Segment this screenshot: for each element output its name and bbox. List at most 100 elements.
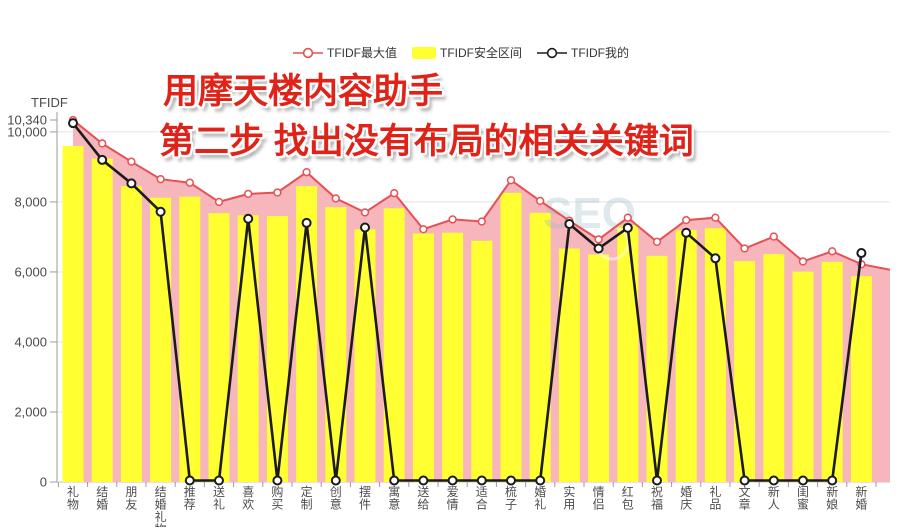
safe-zone-bar xyxy=(850,276,872,482)
mine-point xyxy=(389,475,400,486)
y-tick-label: 8,000 xyxy=(14,194,47,209)
mine-point xyxy=(856,248,867,259)
max-point xyxy=(652,237,662,246)
mine-point xyxy=(126,178,137,189)
x-category-label: 文章 xyxy=(739,484,751,512)
mine-point xyxy=(447,475,458,486)
safe-zone-bar xyxy=(354,229,376,482)
max-point xyxy=(244,189,253,199)
max-line-icon xyxy=(293,47,323,58)
mine-point xyxy=(97,154,108,165)
safe-zone-bar xyxy=(208,213,230,482)
safe-zone-bar xyxy=(266,215,288,482)
mine-point xyxy=(418,475,429,486)
safe-zone-bar xyxy=(150,197,172,482)
mine-point xyxy=(827,475,838,486)
x-category-label: 梳子 xyxy=(505,484,517,512)
max-point xyxy=(828,247,837,256)
safe-zone-bar xyxy=(792,271,814,482)
mine-point xyxy=(564,218,575,229)
mine-point xyxy=(68,118,78,129)
safe-zone-bar xyxy=(734,261,756,482)
x-category-label: 结婚礼物 xyxy=(155,485,167,527)
safe-zone-bar xyxy=(558,248,580,482)
y-tick-label: 10,000 xyxy=(7,124,47,139)
x-category-label: 礼物 xyxy=(67,484,79,512)
safe-zone-bar xyxy=(821,261,843,482)
max-point xyxy=(477,217,486,226)
y-tick-label: 6,000 xyxy=(14,264,47,279)
mine-point xyxy=(272,475,283,486)
max-point xyxy=(98,139,107,148)
x-category-label: 新人 xyxy=(768,484,780,512)
mine-point xyxy=(155,206,166,217)
max-point xyxy=(360,208,370,217)
safe-zone-bar xyxy=(62,145,84,482)
max-point xyxy=(214,197,224,207)
y-tick-label: 0 xyxy=(40,475,47,490)
mine-point xyxy=(476,475,487,486)
x-category-label: 祝福 xyxy=(651,485,663,512)
max-point xyxy=(536,196,545,206)
safe-zone-bar xyxy=(412,233,434,482)
x-category-label: 送礼 xyxy=(213,484,225,512)
max-point xyxy=(390,189,399,198)
chart-legend: TFIDF最大值 TFIDF安全区间 TFIDF我的 xyxy=(293,44,629,61)
max-point xyxy=(273,188,282,197)
safezone-swatch-icon xyxy=(412,46,436,59)
max-line-series xyxy=(68,115,891,271)
max-point xyxy=(419,225,428,234)
mine-point xyxy=(360,222,370,233)
safe-zone-bar xyxy=(120,186,142,482)
x-category-label: 婚礼 xyxy=(534,485,546,512)
mine-point xyxy=(243,213,254,224)
legend-item-max[interactable]: TFIDF最大值 xyxy=(293,44,397,61)
safe-zone-bar xyxy=(617,225,639,483)
safe-zone-bar xyxy=(763,254,785,482)
max-point xyxy=(156,175,165,184)
x-category-label: 适合 xyxy=(476,485,488,512)
max-point xyxy=(711,213,720,222)
safe-zone-bar xyxy=(500,192,522,482)
safe-zone-bar xyxy=(646,255,668,482)
x-category-label: 礼品 xyxy=(709,484,721,512)
max-point xyxy=(594,235,603,244)
max-point xyxy=(331,194,340,203)
x-category-label: 婚庆 xyxy=(680,485,692,512)
mine-point xyxy=(301,217,312,228)
x-axis xyxy=(57,481,890,487)
safe-zone-bar xyxy=(179,196,201,482)
safe-zone-bar xyxy=(529,212,551,482)
x-category-label: 喜欢 xyxy=(242,485,254,512)
mine-line-icon xyxy=(537,47,567,58)
x-category-label: 结婚 xyxy=(96,485,108,512)
safe-zone-bar xyxy=(325,207,347,483)
x-category-label: 红包 xyxy=(622,484,634,512)
max-point xyxy=(185,178,194,187)
y-axis-title: TFIDF xyxy=(31,95,68,110)
max-point xyxy=(623,213,632,222)
x-category-label: 寓意 xyxy=(388,484,400,512)
mine-point xyxy=(739,475,750,486)
legend-item-mine[interactable]: TFIDF我的 xyxy=(537,44,629,61)
x-category-label: 新婚 xyxy=(855,484,867,512)
safe-zone-bar xyxy=(675,229,697,482)
mine-point xyxy=(652,475,662,486)
max-point xyxy=(127,157,136,166)
legend-item-safezone[interactable]: TFIDF安全区间 xyxy=(412,44,522,61)
max-point xyxy=(506,176,516,185)
mine-point xyxy=(330,475,341,486)
x-category-label: 购买 xyxy=(271,484,283,512)
safe-zone-bar xyxy=(588,254,610,482)
max-point xyxy=(682,215,691,225)
max-point xyxy=(798,257,808,266)
safe-zone-bar xyxy=(383,208,405,482)
y-tick-label: 2,000 xyxy=(14,404,47,419)
legend-label-safezone: TFIDF安全区间 xyxy=(440,46,522,60)
mine-point xyxy=(710,253,721,264)
mine-point xyxy=(798,475,808,486)
